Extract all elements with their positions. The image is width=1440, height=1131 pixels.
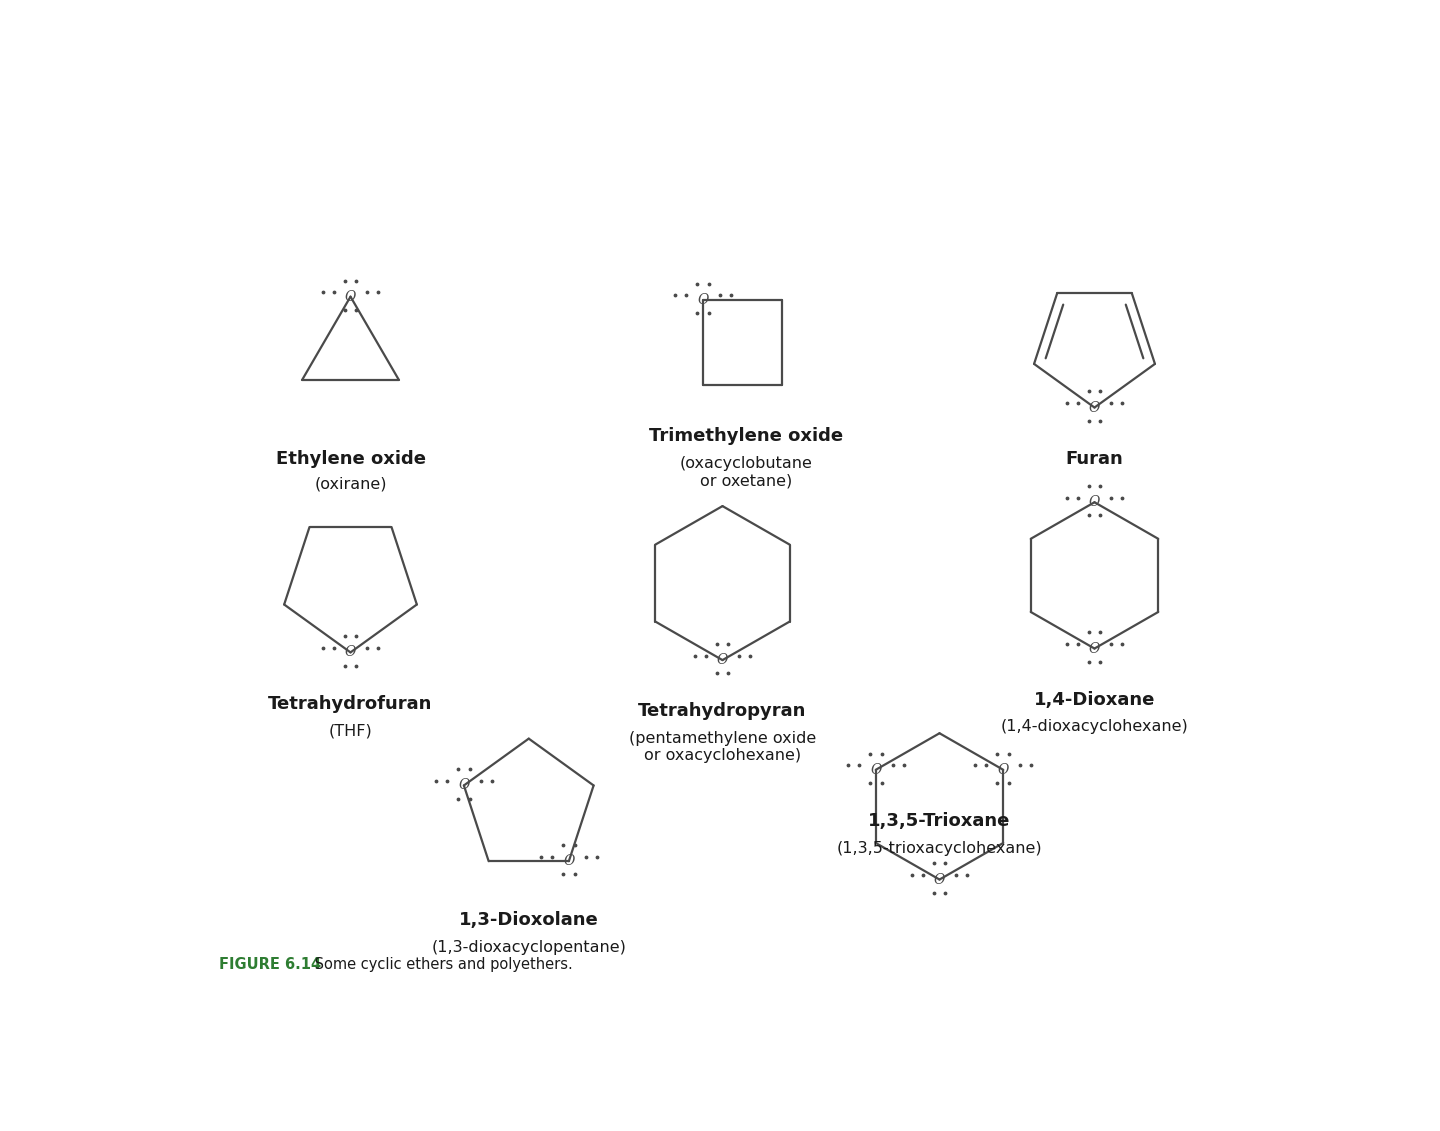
Text: FIGURE 6.14: FIGURE 6.14	[219, 957, 321, 972]
Text: (pentamethylene oxide
or oxacyclohexane): (pentamethylene oxide or oxacyclohexane)	[629, 731, 816, 763]
Text: (THF): (THF)	[328, 723, 373, 739]
Text: (oxacyclobutane
or oxetane): (oxacyclobutane or oxetane)	[680, 456, 812, 489]
Text: O: O	[458, 778, 469, 793]
Text: Trimethylene oxide: Trimethylene oxide	[648, 428, 842, 446]
Text: Tetrahydrofuran: Tetrahydrofuran	[268, 694, 432, 713]
Text: 1,3-Dioxolane: 1,3-Dioxolane	[459, 912, 599, 930]
Text: (oxirane): (oxirane)	[314, 477, 387, 492]
Text: O: O	[870, 762, 881, 777]
Text: Ethylene oxide: Ethylene oxide	[275, 450, 425, 468]
Text: O: O	[1089, 641, 1100, 656]
Text: 1,4-Dioxane: 1,4-Dioxane	[1034, 691, 1155, 709]
Text: O: O	[998, 762, 1009, 777]
Text: (1,3-dioxacyclopentane): (1,3-dioxacyclopentane)	[432, 940, 626, 955]
Text: O: O	[697, 293, 708, 307]
Text: (1,4-dioxacyclohexane): (1,4-dioxacyclohexane)	[1001, 719, 1188, 734]
Text: Some cyclic ethers and polyethers.: Some cyclic ethers and polyethers.	[310, 957, 573, 972]
Text: O: O	[1089, 400, 1100, 415]
Text: Tetrahydropyran: Tetrahydropyran	[638, 702, 806, 720]
Text: O: O	[344, 290, 356, 303]
Text: O: O	[933, 872, 945, 887]
Text: O: O	[563, 854, 575, 869]
Text: O: O	[344, 646, 356, 659]
Text: O: O	[1089, 495, 1100, 509]
Text: O: O	[717, 653, 729, 667]
Text: 1,3,5-Trioxane: 1,3,5-Trioxane	[868, 812, 1011, 830]
Text: (1,3,5-trioxacyclohexane): (1,3,5-trioxacyclohexane)	[837, 840, 1043, 856]
Text: Furan: Furan	[1066, 450, 1123, 468]
